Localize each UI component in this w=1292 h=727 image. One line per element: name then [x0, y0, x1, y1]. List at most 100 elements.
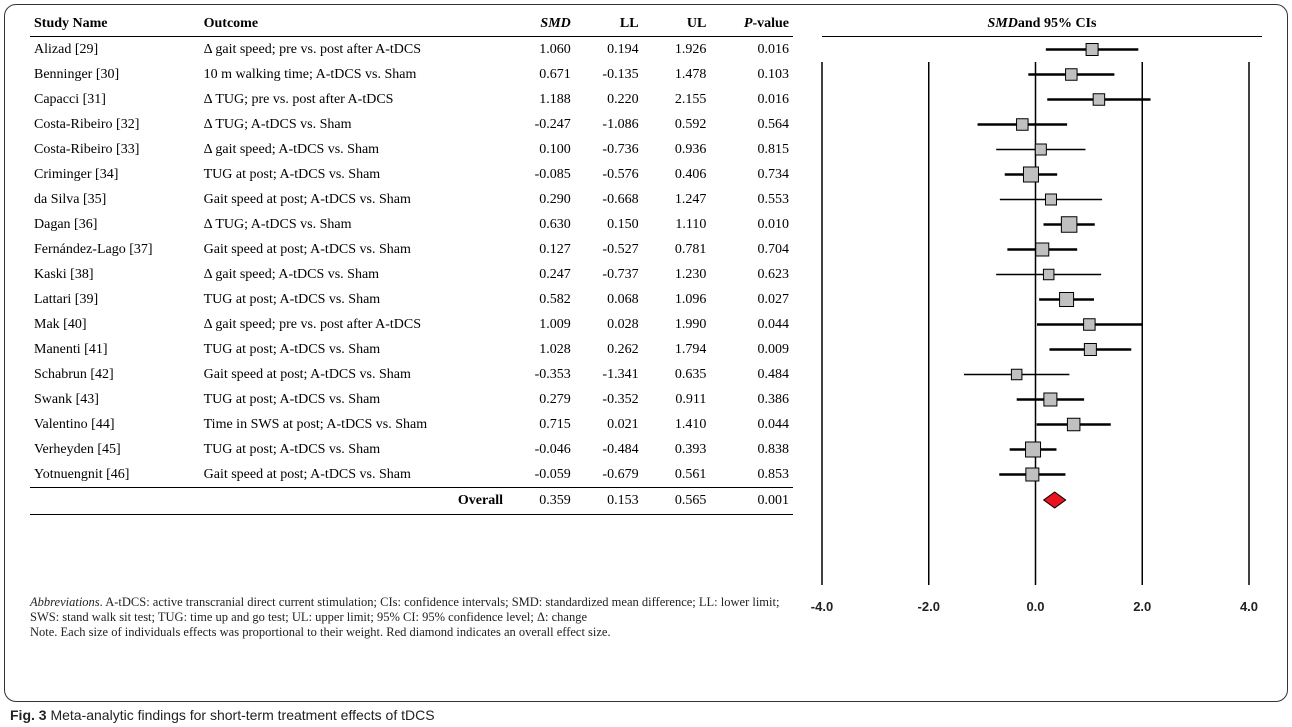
ll-cell: 0.021 — [607, 416, 639, 432]
p-value-cell: 0.016 — [757, 91, 790, 107]
ll-cell: -0.352 — [602, 391, 639, 407]
smd-cell: -0.247 — [534, 116, 571, 132]
smd-cell: 0.127 — [539, 241, 571, 257]
p-value-cell: 0.103 — [757, 66, 790, 82]
table-row: Kaski [38] Δ gait speed; A-tDCS vs. Sham 0… — [30, 262, 793, 287]
effect-box — [1044, 193, 1057, 206]
study-name-cell: Criminger [34] — [34, 166, 119, 182]
table-row: Benninger [30] 10 m walking time; A-tDCS … — [30, 62, 793, 87]
p-value-cell: 0.386 — [757, 391, 790, 407]
ll-cell: -0.668 — [602, 191, 639, 207]
ul-cell: 1.794 — [674, 341, 707, 357]
ul-cell: 1.110 — [675, 216, 707, 232]
table-header-row: Study Name Outcome SMD LL UL P-value — [30, 12, 793, 37]
plot-title-italic: SMD — [987, 16, 1018, 31]
header-outcome: Outcome — [199, 12, 507, 37]
table-row: Alizad [29] Δ gait speed; pre vs. post af… — [30, 37, 793, 63]
ll-cell: -1.341 — [602, 366, 639, 382]
table-row: Yotnuengnit [46] Gait speed at post; A-tD… — [30, 462, 793, 488]
p-value-cell: 0.704 — [757, 241, 790, 257]
table-row: Verheyden [45] TUG at post; A-tDCS vs. Sh… — [30, 437, 793, 462]
outcome-cell: TUG at post; A-tDCS vs. Sham — [203, 391, 381, 407]
smd-cell: 0.582 — [539, 291, 571, 307]
table-row: Capacci [31] Δ TUG; pre vs. post after A-… — [30, 87, 793, 112]
smd-cell: -0.059 — [534, 466, 571, 482]
caption-text: Meta-analytic findings for short-term tr… — [46, 707, 435, 723]
plot-title-rest: and 95% CIs — [1017, 16, 1097, 31]
outcome-cell: Gait speed at post; A-tDCS vs. Sham — [203, 191, 411, 207]
overall-diamond — [1042, 491, 1067, 509]
abbreviations-note: Abbreviations. A-tDCS: active transcrani… — [30, 595, 800, 640]
study-name-cell: Capacci [31] — [34, 91, 106, 107]
effect-box — [1034, 143, 1047, 156]
study-name-cell: Costa-Ribeiro [33] — [34, 141, 140, 157]
study-name-cell: Costa-Ribeiro [32] — [34, 116, 140, 132]
p-value-cell: 0.044 — [757, 316, 790, 332]
smd-cell: -0.046 — [534, 441, 571, 457]
outcome-cell: Gait speed at post; A-tDCS vs. Sham — [203, 241, 411, 257]
smd-cell: 0.715 — [539, 416, 571, 432]
study-name-cell: Dagan [36] — [34, 216, 98, 232]
p-value-cell: 0.009 — [757, 341, 790, 357]
p-value-cell: 0.734 — [757, 166, 790, 182]
ll-cell: 0.194 — [607, 41, 639, 57]
ul-cell: 0.911 — [675, 391, 707, 407]
p-value-cell: 0.564 — [757, 116, 790, 132]
ll-cell: 0.068 — [607, 291, 639, 307]
effect-box — [1066, 417, 1081, 432]
p-value-cell: 0.027 — [757, 291, 790, 307]
x-tick-label: -4.0 — [811, 599, 833, 614]
outcome-cell: Δ TUG; pre vs. post after A-tDCS — [203, 91, 394, 107]
ul-cell: 1.230 — [674, 266, 707, 282]
outcome-cell: TUG at post; A-tDCS vs. Sham — [203, 341, 381, 357]
header-p-rest: -value — [752, 16, 789, 31]
outcome-cell: Time in SWS at post; A-tDCS vs. Sham — [203, 416, 428, 432]
overall-row: Overall 0.359 0.153 0.565 0.001 — [30, 487, 793, 515]
table-row: Schabrun [42] Gait speed at post; A-tDCS … — [30, 362, 793, 387]
ul-cell: 0.406 — [674, 166, 707, 182]
ul-cell: 2.155 — [674, 91, 707, 107]
smd-cell: -0.353 — [534, 366, 571, 382]
p-value-cell: 0.623 — [757, 266, 790, 282]
study-name-cell: Swank [43] — [34, 391, 99, 407]
overall-label-cell: Overall — [199, 487, 507, 515]
ll-cell: -0.737 — [602, 266, 639, 282]
ul-cell: 0.635 — [674, 366, 707, 382]
table-row: da Silva [35] Gait speed at post; A-tDCS … — [30, 187, 793, 212]
x-tick-label: 2.0 — [1133, 599, 1151, 614]
figure-frame — [4, 4, 1288, 702]
effect-box — [1025, 467, 1040, 482]
outcome-cell: TUG at post; A-tDCS vs. Sham — [203, 441, 381, 457]
header-p-value: P-value — [710, 12, 793, 37]
study-name-cell: da Silva [35] — [34, 191, 107, 207]
p-value-cell: 0.815 — [757, 141, 790, 157]
study-name-cell: Benninger [30] — [34, 66, 120, 82]
note-paragraph: Note. Each size of individuals effects w… — [30, 625, 611, 639]
ll-cell: 0.262 — [607, 341, 639, 357]
smd-cell: 1.188 — [539, 91, 571, 107]
effect-box — [1025, 441, 1042, 458]
p-value-cell: 0.484 — [757, 366, 790, 382]
p-value-cell: 0.044 — [757, 416, 790, 432]
outcome-cell: 10 m walking time; A-tDCS vs. Sham — [203, 66, 417, 82]
ul-cell: 0.781 — [674, 241, 707, 257]
p-value-cell: 0.553 — [757, 191, 790, 207]
smd-cell: 0.290 — [539, 191, 571, 207]
smd-cell: 1.028 — [539, 341, 571, 357]
smd-cell: 0.100 — [539, 141, 571, 157]
smd-cell: 1.060 — [539, 41, 571, 57]
ul-cell: 1.096 — [674, 291, 707, 307]
outcome-cell: Gait speed at post; A-tDCS vs. Sham — [203, 466, 411, 482]
outcome-cell: Δ gait speed; A-tDCS vs. Sham — [203, 141, 380, 157]
smd-cell: -0.085 — [534, 166, 571, 182]
effect-box — [1092, 93, 1106, 106]
effect-box — [1035, 242, 1050, 257]
overall-smd-cell: 0.359 — [506, 487, 575, 515]
effect-box — [1059, 292, 1075, 307]
overall-ll-cell: 0.153 — [574, 487, 643, 515]
effect-box — [1083, 343, 1097, 356]
table-row: Manenti [41] TUG at post; A-tDCS vs. Sham… — [30, 337, 793, 362]
header-smd: SMD — [506, 12, 575, 37]
effect-box — [1065, 68, 1078, 81]
